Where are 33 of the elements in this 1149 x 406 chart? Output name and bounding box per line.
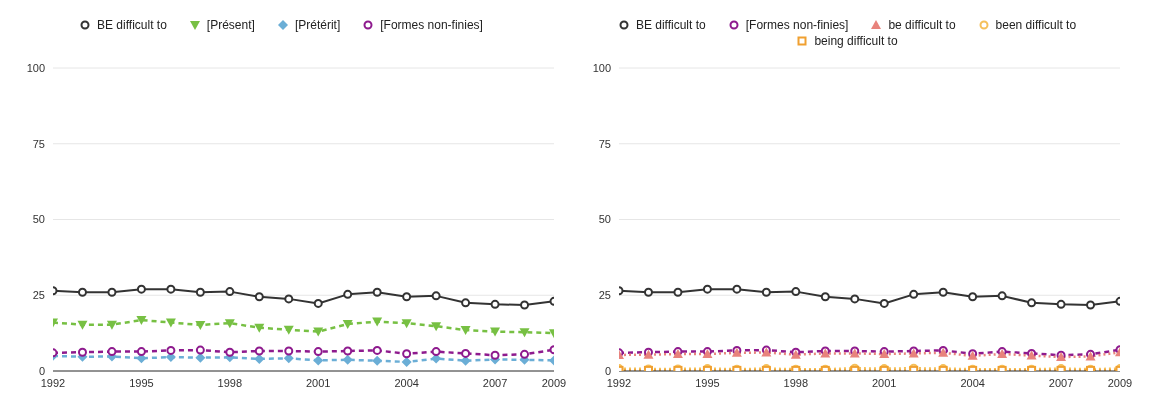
legend-label: been difficult to (994, 18, 1077, 32)
legend-label: [Prétérit] (293, 18, 341, 32)
y-tick-label: 100 (26, 61, 45, 74)
y-tick-label: 50 (598, 213, 611, 226)
x-tick-label: 2009 (1107, 376, 1133, 389)
y-tick-label: 0 (604, 364, 611, 377)
y-tick-label: 75 (598, 137, 611, 150)
legend-label: [Formes non-finies] (379, 18, 483, 32)
y-tick-label: 25 (32, 289, 45, 302)
legend-label: [Formes non-finies] (744, 18, 849, 32)
x-tick-label: 2004 (394, 376, 419, 389)
y-tick-label: 25 (598, 289, 611, 302)
legend-label: being difficult to (813, 34, 898, 48)
x-tick-label: 1992 (40, 376, 66, 389)
x-tick-label: 1995 (695, 376, 720, 389)
y-tick-label: 100 (592, 61, 611, 74)
legend-label: BE difficult to (96, 18, 167, 32)
x-tick-label: 1992 (606, 376, 632, 389)
x-tick-label: 2007 (1048, 376, 1074, 389)
legend-label: BE difficult to (634, 18, 706, 32)
legend-label: be difficult to (887, 18, 956, 32)
y-tick-label: 75 (32, 137, 45, 150)
x-tick-label: 2001 (871, 376, 897, 389)
y-tick-label: 0 (38, 364, 45, 377)
x-tick-label: 1998 (783, 376, 809, 389)
x-tick-label: 2001 (305, 376, 331, 389)
legend-label: [Présent] (205, 18, 255, 32)
x-tick-label: 1995 (129, 376, 154, 389)
x-tick-label: 1998 (217, 376, 243, 389)
x-tick-label: 2004 (960, 376, 985, 389)
x-tick-label: 2007 (482, 376, 508, 389)
x-tick-label: 2009 (541, 376, 567, 389)
y-tick-label: 50 (32, 213, 45, 226)
